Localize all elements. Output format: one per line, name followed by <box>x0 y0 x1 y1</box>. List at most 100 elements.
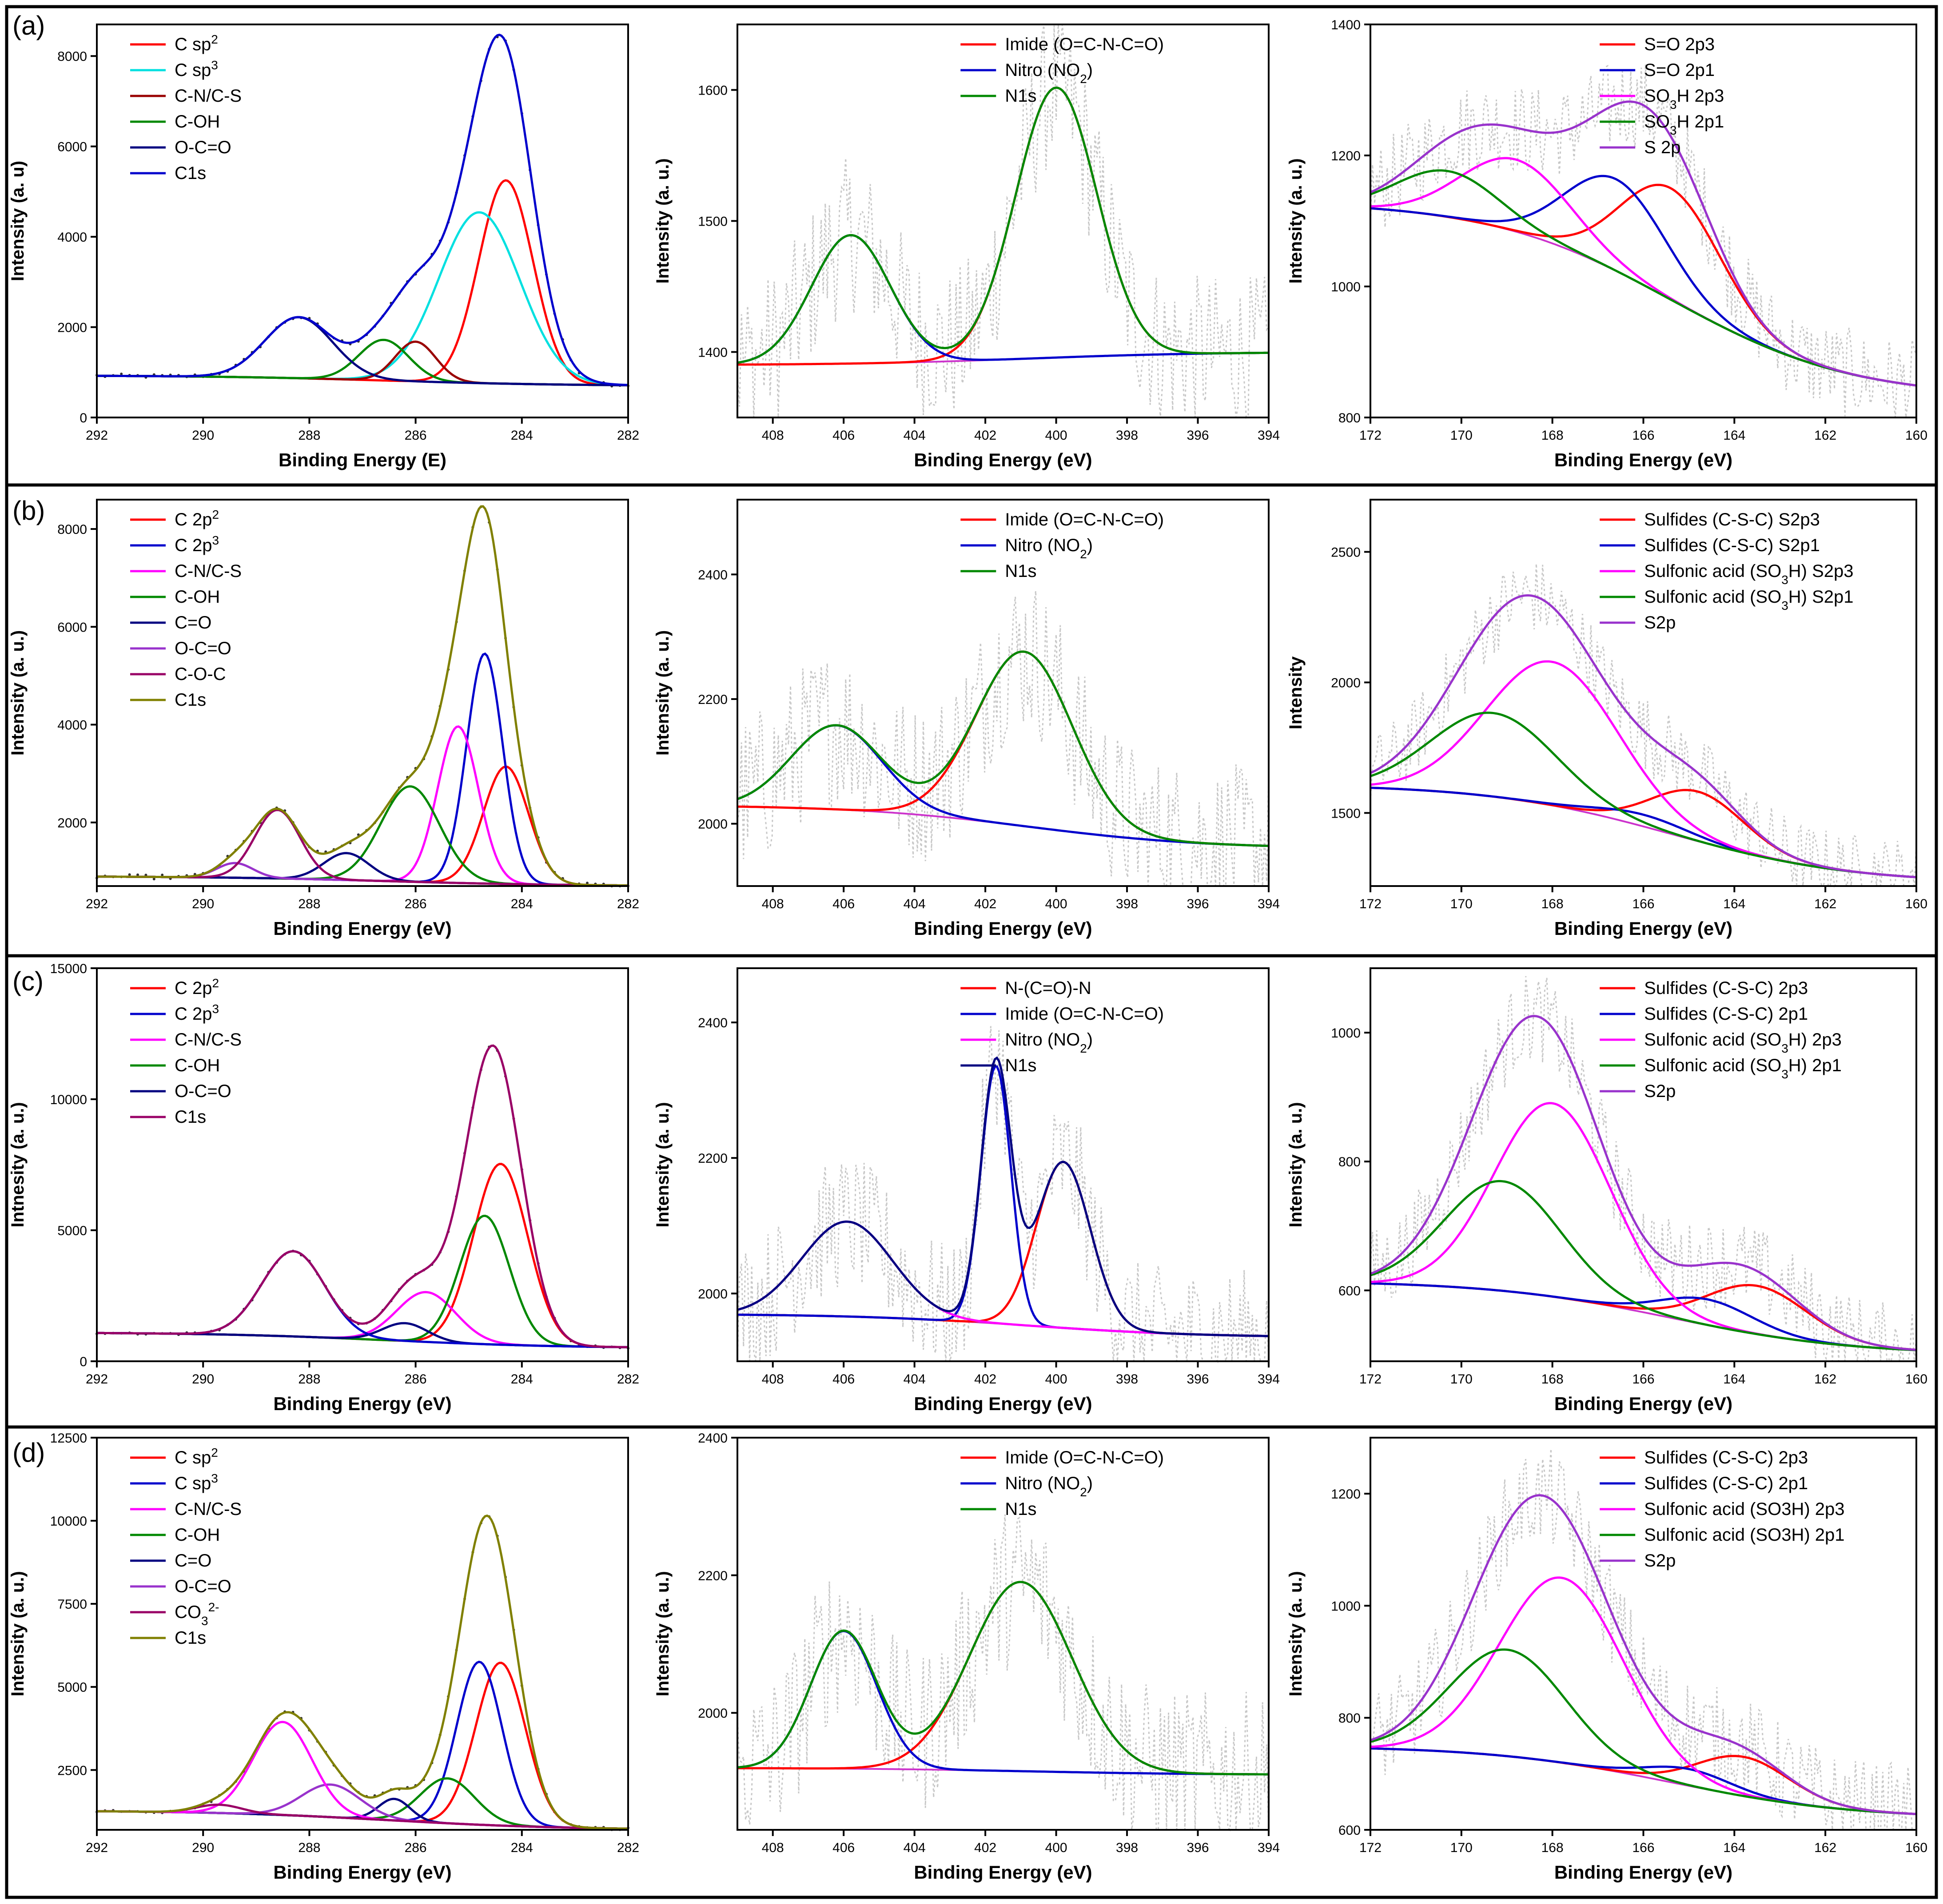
x-axis-title: Binding Energy (eV) <box>273 1862 451 1883</box>
y-tick-label: 12500 <box>50 1431 87 1446</box>
y-tick-label: 800 <box>1338 1711 1361 1726</box>
x-tick-label: 162 <box>1814 1372 1836 1387</box>
x-tick-label: 290 <box>192 897 214 911</box>
x-tick-label: 288 <box>298 1372 320 1387</box>
legend-label: S2p <box>1644 1081 1676 1101</box>
legend-label: O-C=O <box>175 639 231 658</box>
x-tick-label: 166 <box>1632 1372 1654 1387</box>
fit-peak-line <box>737 1630 1269 1776</box>
x-tick-label: 160 <box>1905 1372 1927 1387</box>
data-point <box>120 372 123 375</box>
fit-peak-line <box>737 1581 1269 1776</box>
y-axis-title: Intensity (a. u.) <box>8 630 28 755</box>
legend-label: SO3H 2p1 <box>1644 112 1724 137</box>
x-tick-label: 292 <box>86 1372 108 1387</box>
x-tick-label: 400 <box>1045 1840 1067 1855</box>
legend-label: N1s <box>1005 561 1036 581</box>
legend-label: C sp3 <box>175 1471 218 1494</box>
fit-peak-line <box>1370 1747 1917 1815</box>
x-tick-label: 394 <box>1258 1840 1280 1855</box>
axes-frame <box>737 499 1270 887</box>
x-tick-label: 290 <box>192 1840 214 1855</box>
y-axis-title: Intensity (a. u.) <box>653 1102 673 1227</box>
legend-label: Sulfonic acid (SO3H) 2p3 <box>1644 1030 1842 1055</box>
x-tick-label: 162 <box>1814 897 1836 911</box>
axes-frame <box>1370 499 1917 887</box>
fit-peak-line <box>97 725 628 887</box>
x-tick-label: 168 <box>1541 1840 1564 1855</box>
x-tick-label: 404 <box>904 897 926 911</box>
x-tick-label: 168 <box>1541 897 1564 911</box>
y-tick-label: 1000 <box>1331 1026 1361 1041</box>
y-tick-label: 2000 <box>698 1706 728 1721</box>
x-tick-label: 394 <box>1258 428 1280 443</box>
y-tick-label: 1200 <box>1331 1487 1361 1502</box>
legend-label: Sulfides (C-S-C) 2p1 <box>1644 1004 1808 1024</box>
fit-peak-line <box>1370 660 1917 878</box>
x-tick-label: 162 <box>1814 428 1836 443</box>
x-tick-label: 406 <box>832 1372 855 1387</box>
x-axis-title: Binding Energy (eV) <box>914 449 1092 470</box>
x-tick-label: 292 <box>86 428 108 443</box>
fit-peak-line <box>1370 1282 1917 1351</box>
y-tick-label: 2500 <box>57 1763 87 1778</box>
x-tick-label: 164 <box>1723 897 1745 911</box>
legend-label: Sulfonic acid (SO3H) S2p3 <box>1644 561 1853 587</box>
y-axis-title: Intensity (a. u.) <box>653 1571 673 1696</box>
y-tick-label: 1400 <box>698 346 728 360</box>
panel-label: (b) <box>12 496 45 525</box>
fit-peak-line <box>97 765 628 887</box>
y-axis-title: Intensity (a. u.) <box>1286 1102 1306 1227</box>
legend-label: C sp3 <box>175 58 218 80</box>
x-tick-label: 170 <box>1450 1372 1473 1387</box>
x-tick-label: 168 <box>1541 1372 1564 1387</box>
data-point <box>152 878 155 881</box>
axes-frame <box>96 1437 629 1831</box>
legend-label: N-(C=O)-N <box>1005 978 1091 998</box>
x-tick-label: 172 <box>1359 1372 1382 1387</box>
envelope-line <box>1370 100 1917 387</box>
x-tick-label: 286 <box>405 428 427 443</box>
legend-label: N1s <box>1005 1056 1036 1075</box>
chart-panel-7: 292 290 288 286 284 282 0 5000 10000 15000 Binding… <box>8 962 639 1414</box>
x-tick-label: 402 <box>974 428 996 443</box>
fit-peak-line <box>97 652 628 887</box>
y-tick-label: 600 <box>1338 1284 1361 1298</box>
y-tick-label: 1600 <box>698 83 728 98</box>
envelope-line <box>97 33 629 386</box>
x-tick-label: 398 <box>1116 1372 1138 1387</box>
legend-label: Imide (O=C-N-C=O) <box>1005 1448 1164 1467</box>
fit-peak-line <box>97 785 628 887</box>
fit-peak-line <box>1370 787 1917 878</box>
legend-label: Sulfides (C-S-C) S2p1 <box>1644 536 1820 555</box>
legend-label: C-N/C-S <box>175 86 242 106</box>
y-axis-title: Intensity (a. u.) <box>1286 158 1306 283</box>
legend-label: C sp2 <box>175 1446 218 1468</box>
y-tick-label: 0 <box>80 411 87 425</box>
y-tick-label: 2400 <box>698 568 728 582</box>
legend-label: S=O 2p3 <box>1644 35 1715 54</box>
x-tick-label: 398 <box>1116 897 1138 911</box>
legend-label: Sulfides (C-S-C) 2p1 <box>1644 1474 1808 1493</box>
legend-label: Sulfonic acid (SO3H) 2p1 <box>1644 1525 1844 1545</box>
panel-label: (a) <box>12 11 45 40</box>
y-axis-title: Intensity <box>1286 656 1306 729</box>
fit-peak-line <box>1370 157 1917 387</box>
y-tick-label: 5000 <box>57 1224 87 1238</box>
legend-label: S2p <box>1644 613 1676 632</box>
legend-label: Sulfides (C-S-C) 2p3 <box>1644 978 1808 998</box>
legend-label: C-OH <box>175 1525 220 1545</box>
y-axis-title: Intensity (a. u.) <box>653 158 673 283</box>
legend-label: C=O <box>175 613 211 632</box>
x-tick-label: 394 <box>1258 1372 1280 1387</box>
baseline-line <box>737 1314 1269 1337</box>
x-tick-label: 398 <box>1116 1840 1138 1855</box>
fit-peak-line <box>737 650 1269 847</box>
legend-label: C-OH <box>175 587 220 607</box>
legend-label: Nitro (NO2) <box>1005 60 1093 86</box>
legend-label: S=O 2p1 <box>1644 60 1715 80</box>
legend-label: O-C=O <box>175 138 231 157</box>
x-tick-label: 284 <box>511 897 533 911</box>
y-tick-label: 2200 <box>698 692 728 707</box>
x-tick-label: 400 <box>1045 428 1067 443</box>
